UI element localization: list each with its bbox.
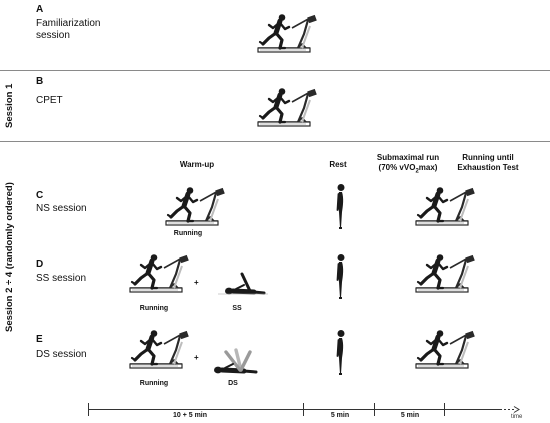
standing-person-icon	[336, 329, 346, 375]
panel-a-title-line1: Familiarization	[36, 18, 101, 29]
panel-e-title: DS session	[36, 349, 87, 360]
session1-label: Session 1	[4, 83, 15, 128]
panel-c-title: NS session	[36, 203, 87, 214]
timeline-axis	[88, 403, 520, 416]
timeline-seg1-label: 10 + 5 min	[172, 412, 208, 419]
rest-header: Rest	[329, 160, 347, 169]
running-caption: Running	[173, 230, 203, 237]
panel-e-letter: E	[36, 334, 43, 345]
treadmill-runner-icon	[414, 330, 476, 370]
treadmill-runner-icon	[414, 187, 476, 227]
ds-caption: DS	[228, 380, 238, 387]
warmup-header: Warm-up	[179, 160, 215, 169]
standing-person-icon	[336, 253, 346, 299]
submax-header: Submaximal run (70% vVO2max)	[376, 153, 440, 175]
panel-b-letter: B	[36, 76, 44, 87]
plus-sign: +	[194, 278, 199, 287]
panel-a-letter: A	[36, 4, 44, 15]
panel-d-letter: D	[36, 259, 44, 270]
exhaustion-header: Running until Exhaustion Test	[457, 153, 519, 172]
treadmill-runner-icon	[128, 330, 190, 370]
treadmill-runner-icon	[128, 254, 190, 294]
running-caption: Running	[139, 380, 169, 387]
timeline-seg2-label: 5 min	[330, 412, 350, 419]
dynamic-stretch-icon	[214, 348, 258, 374]
treadmill-runner-icon	[164, 187, 226, 227]
time-axis-label: time	[511, 414, 523, 420]
panel-c-letter: C	[36, 190, 44, 201]
treadmill-runner-icon	[256, 88, 318, 128]
supine-stretch-icon	[218, 272, 268, 295]
running-caption: Running	[139, 305, 169, 312]
timeline-seg3-label: 5 min	[400, 412, 420, 419]
panel-b-title: CPET	[36, 95, 63, 106]
treadmill-runner-icon	[414, 254, 476, 294]
plus-sign: +	[194, 353, 199, 362]
session2-label: Session 2 ÷ 4 (randomly ordered)	[4, 182, 15, 332]
treadmill-runner-icon	[256, 14, 318, 54]
ss-caption: SS	[232, 305, 242, 312]
panel-a-title-line2: session	[36, 30, 70, 41]
panel-d-title: SS session	[36, 273, 87, 284]
standing-person-icon	[336, 183, 346, 229]
